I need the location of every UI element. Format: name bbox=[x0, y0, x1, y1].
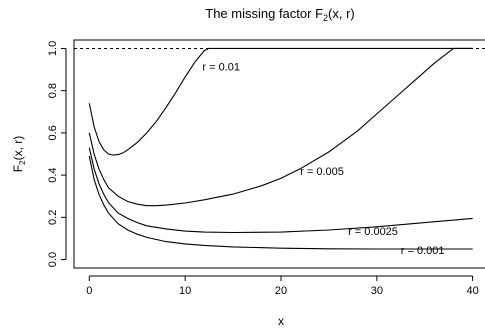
x-tick-label: 0 bbox=[86, 285, 92, 297]
y-axis-label-suffix: (x, r) bbox=[11, 136, 25, 161]
curve-label-3: r = 0.0025 bbox=[348, 226, 398, 238]
series-line-2 bbox=[88, 47, 473, 207]
x-axis-label: x bbox=[278, 314, 284, 328]
y-tick-label: 0.4 bbox=[47, 167, 59, 182]
y-tick-label: 0.8 bbox=[47, 83, 59, 98]
y-axis: 0.0 0.2 0.4 0.6 0.8 1.0 bbox=[47, 41, 67, 267]
chart-title: The missing factor F2(x, r) bbox=[205, 6, 355, 23]
series-line-1 bbox=[88, 47, 473, 156]
curve-label-2: r = 0.005 bbox=[300, 166, 344, 178]
curve-label-1: r = 0.01 bbox=[202, 61, 240, 73]
y-axis-label-subscript: 2 bbox=[18, 160, 27, 165]
y-axis-label-text: F bbox=[11, 165, 25, 172]
chart-title-text: The missing factor F bbox=[205, 6, 323, 21]
y-tick-label: 0.0 bbox=[47, 252, 59, 267]
series-line-4 bbox=[88, 155, 473, 250]
x-tick-label: 30 bbox=[371, 285, 383, 297]
x-axis: 0 10 20 30 40 bbox=[86, 275, 479, 297]
y-tick-label: 0.6 bbox=[47, 125, 59, 140]
series-line-3 bbox=[88, 147, 473, 234]
x-tick-label: 20 bbox=[275, 285, 287, 297]
plot-frame bbox=[73, 39, 485, 269]
chart-title-subscript: 2 bbox=[323, 13, 328, 23]
y-axis-label: F2(x, r) bbox=[11, 136, 27, 172]
x-tick-label: 40 bbox=[467, 285, 479, 297]
chart-title-suffix: (x, r) bbox=[328, 6, 355, 21]
y-tick-label: 1.0 bbox=[47, 41, 59, 56]
y-tick-label: 0.2 bbox=[47, 210, 59, 225]
curve-label-4: r = 0.001 bbox=[401, 245, 445, 257]
x-tick-label: 10 bbox=[179, 285, 191, 297]
